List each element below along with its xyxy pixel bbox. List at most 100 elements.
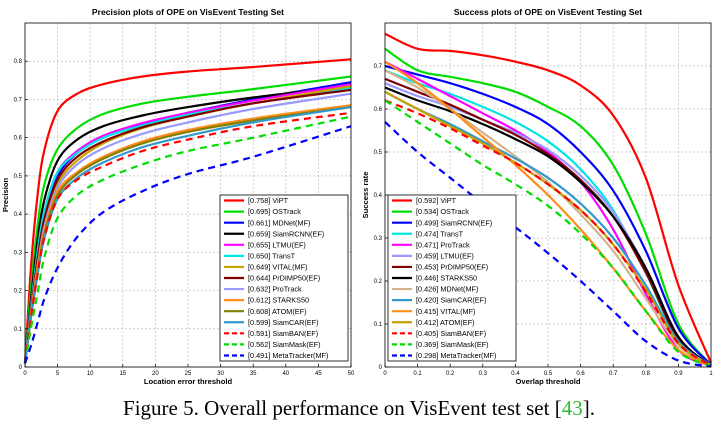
x-tick-label: 1: [709, 371, 713, 377]
x-tick-label: 0: [383, 371, 387, 377]
series-line-8: [384, 86, 712, 367]
legend-label-13: [0.405] SiamBAN(EF): [416, 329, 486, 338]
series-line-15: [23, 125, 352, 364]
legend-label-15: [0.491] MetaTracker(MF): [248, 351, 328, 360]
legend-label-2: [0.695] OSTrack: [248, 207, 301, 216]
x-tick-label: 25: [185, 371, 192, 377]
y-tick-label: 0.6: [374, 107, 383, 113]
x-tick-label: 0.4: [511, 371, 520, 377]
series-line-10: [23, 104, 352, 364]
x-tick-label: 45: [315, 371, 322, 377]
x-tick-label: 0: [23, 371, 27, 377]
legend-label-9: [0.426] MDNet(MF): [416, 285, 478, 294]
caption-prefix: Figure 5. Overall performance on VisEven…: [123, 396, 562, 420]
x-tick-label: 0.5: [544, 371, 553, 377]
y-tick-label: 0.8: [14, 59, 23, 65]
y-tick-label: 0.3: [14, 250, 23, 256]
figure-caption: Figure 5. Overall performance on VisEven…: [0, 396, 718, 421]
legend-label-7: [0.649] VITAL(MF): [248, 263, 307, 272]
x-tick-label: 50: [348, 371, 355, 377]
y-tick-label: 0.4: [374, 193, 383, 199]
legend-label-5: [0.655] LTMU(EF): [248, 240, 306, 249]
y-tick-label: 0.5: [374, 150, 383, 156]
x-tick-label: 30: [217, 371, 224, 377]
series-line-1: [23, 58, 352, 364]
legend-label-15: [0.298] MetaTracker(MF): [416, 351, 496, 360]
series-line-2: [23, 75, 352, 364]
legend-label-2: [0.534] OSTrack: [416, 207, 469, 216]
y-tick-label: 0.1: [14, 327, 23, 333]
series-line-10: [384, 90, 712, 367]
series-line-4: [23, 85, 352, 364]
legend-label-5: [0.471] ProTrack: [416, 240, 470, 249]
legend-label-13: [0.591] SiamBAN(EF): [248, 329, 318, 338]
caption-suffix: ].: [582, 396, 595, 420]
y-tick-label: 0.7: [374, 64, 383, 70]
legend-label-6: [0.459] LTMU(EF): [416, 251, 474, 260]
legend-label-9: [0.632] ProTrack: [248, 285, 302, 294]
legend-label-10: [0.420] SiamCAR(EF): [416, 296, 487, 305]
y-axis-label: Success rate: [361, 172, 370, 219]
legend-label-7: [0.453] PrDIMP50(EF): [416, 263, 488, 272]
series-line-15: [384, 121, 712, 368]
x-tick-label: 0.6: [576, 371, 585, 377]
legend-label-12: [0.412] ATOM(EF): [416, 318, 475, 327]
x-tick-label: 0.7: [609, 371, 618, 377]
legend-label-12: [0.599] SiamCAR(EF): [248, 318, 319, 327]
x-tick-label: 35: [250, 371, 257, 377]
precision-chart: 0 5 10 15 20 25 30 35 40 45 50 0 0.1 0.2 0.3 0.4 0.5 0.6 0…: [1, 7, 355, 386]
caption-reference-link[interactable]: 43: [561, 396, 583, 420]
legend-label-3: [0.661] MDNet(MF): [248, 218, 310, 227]
legend-label-10: [0.612] STARKS50: [248, 296, 309, 305]
x-tick-label: 10: [87, 371, 94, 377]
y-tick-label: 0: [19, 365, 23, 371]
x-tick-label: 0.8: [642, 371, 651, 377]
legend-label-8: [0.446] STARKS50: [416, 274, 477, 283]
y-tick-label: 0.6: [14, 136, 23, 142]
y-tick-label: 0.2: [374, 279, 383, 285]
x-tick-label: 5: [56, 371, 60, 377]
series-line-13: [384, 99, 712, 367]
series-line-1: [384, 32, 713, 364]
legend-label-4: [0.659] SiamRCNN(EF): [248, 229, 324, 238]
legend-label-14: [0.562] SiamMask(EF): [248, 340, 321, 349]
series-line-3: [384, 64, 712, 366]
series-line-12: [23, 106, 352, 364]
series-line-14: [23, 115, 352, 364]
x-tick-label: 0.2: [446, 371, 455, 377]
chart-title: Precision plots of OPE on VisEvent Testi…: [92, 7, 284, 17]
y-tick-label: 0.1: [374, 322, 383, 328]
legend: [0.592] ViPT [0.534] OSTrack [0.499] SiamR…: [387, 194, 517, 362]
legend-label-6: [0.650] TransT: [248, 251, 296, 260]
y-tick-label: 0.2: [14, 289, 23, 295]
x-tick-label: 0.9: [674, 371, 683, 377]
x-tick-label: 15: [119, 371, 126, 377]
y-axis-label: Precision: [1, 178, 10, 213]
series-group: [23, 58, 352, 364]
legend-label-4: [0.474] TransT: [416, 229, 464, 238]
y-tick-label: 0.4: [14, 212, 23, 218]
x-axis-label: Overlap threshold: [516, 377, 581, 386]
y-tick-label: 0: [379, 365, 383, 371]
x-tick-label: 0.1: [413, 371, 422, 377]
legend-label-8: [0.644] PrDIMP50(EF): [248, 274, 320, 283]
success-chart: 0 0.1 0.2 0.3 0.4 0.5 0.6 0.7 0.8 0.9 1 0 0.1 0.2 0.3 0…: [361, 7, 713, 386]
legend-label-11: [0.415] VITAL(MF): [416, 307, 475, 316]
legend-label-11: [0.608] ATOM(EF): [248, 307, 307, 316]
y-tick-label: 0.3: [374, 236, 383, 242]
legend-label-1: [0.592] ViPT: [416, 196, 457, 205]
legend: [0.758] ViPT [0.695] OSTrack [0.661] MDNet…: [219, 194, 349, 362]
series-group: [384, 32, 713, 368]
x-tick-label: 20: [152, 371, 159, 377]
legend-label-3: [0.499] SiamRCNN(EF): [416, 218, 492, 227]
chart-title: Success plots of OPE on VisEvent Testing…: [454, 7, 642, 17]
y-tick-label: 0.7: [14, 97, 23, 103]
y-tick-label: 0.5: [14, 174, 23, 180]
legend-label-1: [0.758] ViPT: [248, 196, 289, 205]
series-line-14: [384, 99, 712, 368]
x-axis-label: Location error threshold: [144, 377, 233, 386]
series-line-2: [384, 47, 712, 366]
x-tick-label: 0.3: [479, 371, 488, 377]
x-tick-label: 40: [282, 371, 289, 377]
